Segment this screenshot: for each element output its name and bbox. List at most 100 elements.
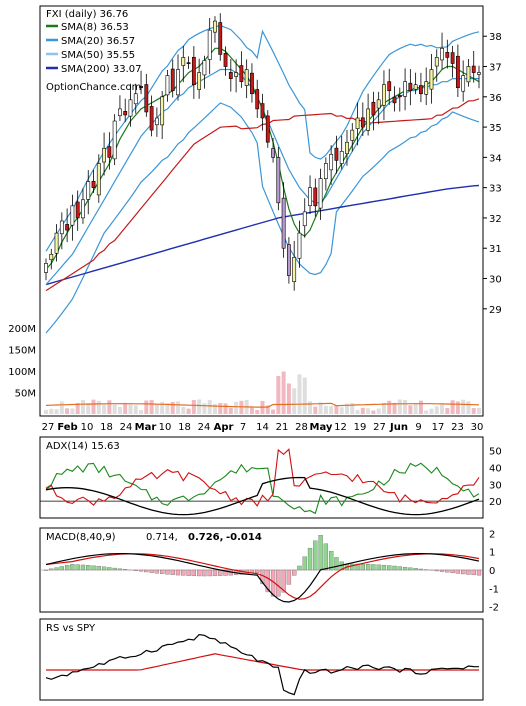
price-tick-label: 30 [489, 275, 502, 286]
candle-body [371, 101, 376, 116]
macd-histogram-bar [328, 551, 334, 571]
macd-histogram-bar [387, 565, 392, 571]
volume-bar [376, 408, 381, 414]
candle-body [91, 180, 96, 188]
macd-histogram-bar [86, 565, 91, 571]
volume-bar [128, 404, 133, 414]
volume-bar [339, 407, 344, 414]
volume-bar [75, 402, 80, 414]
volume-bar [86, 403, 91, 414]
macd-histogram-bar [307, 547, 313, 571]
x-axis-label-Mar: Mar [135, 422, 157, 433]
price-tick-label: 33 [489, 184, 502, 195]
legend-label-3: SMA(200) 33.07 [61, 64, 142, 75]
x-axis-label-30: 30 [471, 422, 484, 433]
price-tick-label: 36 [489, 93, 502, 104]
candle-body [160, 96, 165, 126]
macd-histogram-bar [434, 569, 439, 572]
volume-bar [461, 399, 466, 414]
macd-histogram-bar [323, 543, 329, 571]
volume-bar [302, 377, 307, 414]
volume-bar [276, 376, 281, 414]
x-axis-label-Apr: Apr [214, 422, 234, 433]
candle-body [392, 96, 397, 104]
volume-bar [197, 399, 202, 414]
volume-bar [265, 405, 270, 414]
volume-bar [218, 403, 223, 414]
candle-body [133, 93, 138, 105]
volume-bar [297, 374, 302, 414]
macd-value: 0.714, [146, 532, 178, 543]
macd-histogram-bar [392, 565, 397, 571]
macd-histogram-bar [212, 569, 218, 577]
macd-histogram-bar [476, 569, 482, 576]
volume-bar [144, 400, 149, 414]
volume-bar [234, 401, 239, 414]
macd-histogram-bar [107, 567, 112, 571]
candle-body [334, 147, 339, 161]
candle-body [202, 60, 207, 76]
volume-bar [355, 410, 360, 414]
macd-histogram-bar [455, 569, 461, 574]
legend-label-0: SMA(8) 36.53 [61, 22, 129, 33]
macd-histogram-bar [408, 567, 413, 571]
macd-histogram-bar [123, 569, 128, 571]
volume-bar [350, 403, 355, 414]
volume-bar [186, 408, 191, 414]
macd-histogram-bar [360, 563, 365, 571]
x-axis-label-12: 12 [334, 422, 347, 433]
macd-histogram-bar [43, 569, 49, 571]
macd-histogram-bar [334, 557, 339, 571]
macd-histogram-bar [96, 566, 101, 571]
x-axis-label-Jun: Jun [389, 422, 408, 433]
volume-bar [91, 399, 96, 414]
candle-body [154, 117, 159, 126]
candle-body [403, 81, 407, 97]
legend-label-2: SMA(50) 35.55 [61, 50, 135, 61]
sma200-line [45, 184, 480, 286]
x-axis-label-10: 10 [81, 422, 94, 433]
volume-bar [281, 371, 286, 414]
macd-histogram-bar [381, 564, 387, 571]
candle-body [96, 163, 101, 196]
candle-body [186, 62, 191, 64]
adx-tick-label: 20 [489, 497, 502, 508]
candle-body [59, 220, 64, 235]
x-axis-label-Feb: Feb [57, 422, 77, 433]
rs-line [45, 633, 480, 696]
candle-body [176, 69, 180, 96]
volume-bar [329, 406, 334, 414]
x-axis-label-18: 18 [178, 422, 191, 433]
volume-tick-label: 100M [8, 367, 36, 378]
adx-line [45, 476, 480, 516]
candle-body [387, 81, 392, 92]
macd-hist-value: -0.014 [226, 532, 262, 543]
candle-body [255, 89, 260, 110]
candle-body [308, 187, 312, 207]
volume-tick-label: 50M [15, 389, 36, 400]
candle-body [112, 120, 117, 160]
macd-signal-value: 0.726, [188, 532, 223, 543]
adx-tick-label: 50 [489, 447, 502, 458]
macd-histogram-bar [181, 569, 186, 576]
candle-body [455, 55, 460, 89]
x-axis-label-10: 10 [159, 422, 172, 433]
volume-bar [102, 404, 107, 414]
adx-tick-label: 30 [489, 480, 502, 491]
volume-bar [228, 407, 233, 414]
volume-bar [466, 401, 471, 414]
macd-histogram-bar [133, 569, 138, 571]
macd-histogram-bar [318, 535, 323, 571]
macd-histogram-bar [313, 540, 318, 571]
candle-body [450, 52, 455, 64]
rs-average-line [46, 653, 479, 671]
volume-bar [107, 400, 112, 414]
volume-bar [255, 409, 260, 414]
macd-histogram-bar [191, 569, 197, 577]
volume-bar [334, 405, 339, 414]
volume-bar [165, 403, 170, 414]
price-tick-label: 32 [489, 214, 502, 225]
x-axis-label-27: 27 [373, 422, 386, 433]
volume-bar [65, 408, 70, 414]
volume-bar [408, 405, 413, 414]
